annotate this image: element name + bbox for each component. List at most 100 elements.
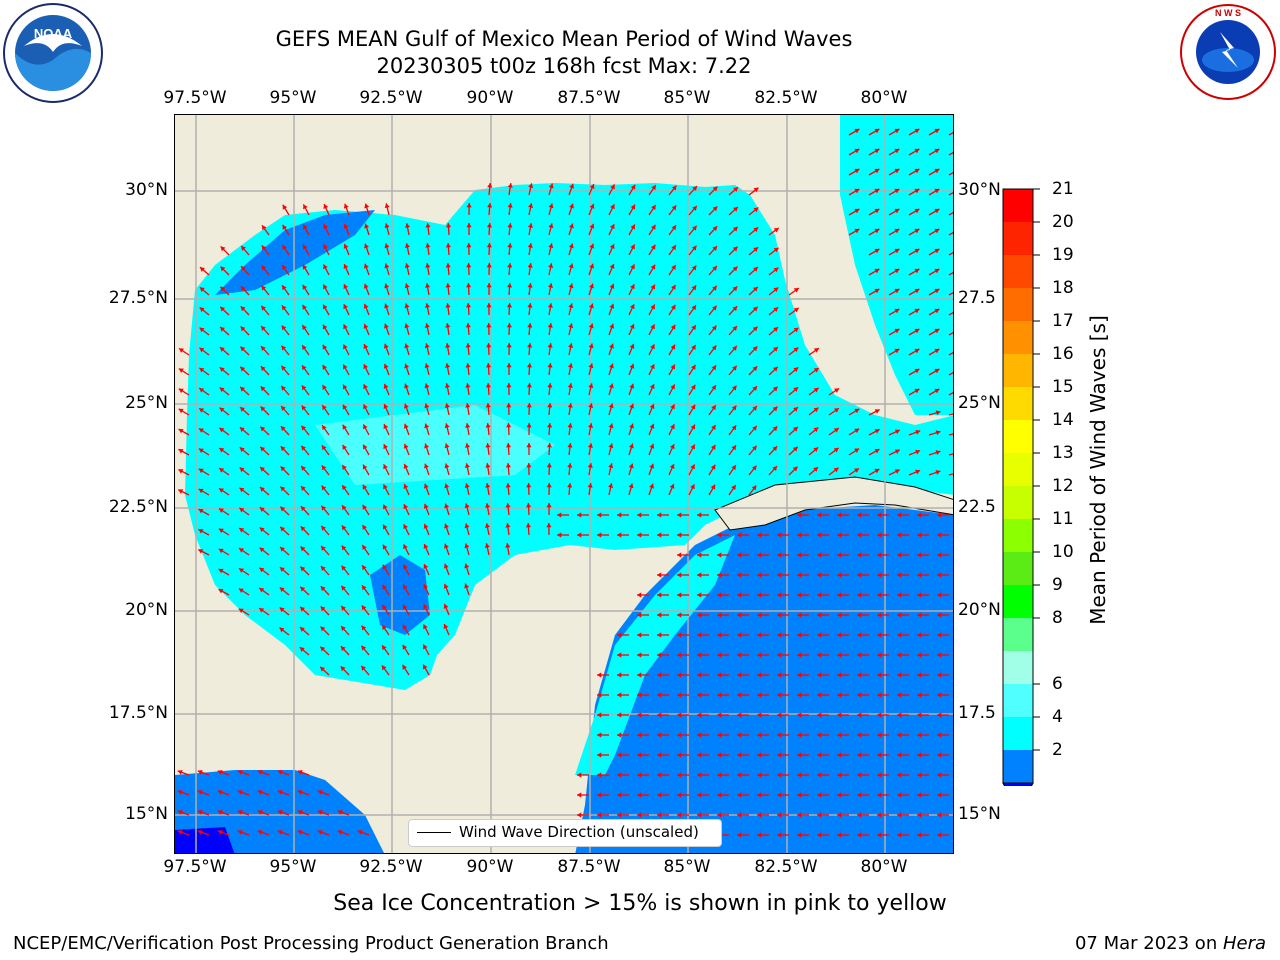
lon-tick-top: 87.5°W bbox=[557, 88, 621, 108]
wave-arrow-head bbox=[597, 812, 602, 818]
wave-arrow-head bbox=[817, 732, 822, 738]
wave-arrow-head bbox=[528, 203, 534, 208]
wave-arrow-head bbox=[322, 344, 328, 350]
wave-arrow-head bbox=[297, 789, 303, 795]
wave-arrow-head bbox=[279, 627, 285, 633]
wave-arrow-head bbox=[220, 286, 226, 292]
wave-arrow-head bbox=[527, 263, 533, 268]
wave-arrow-head bbox=[384, 223, 390, 229]
wave-arrow-head bbox=[464, 503, 470, 509]
colorbar-tick-label: 16 bbox=[1052, 344, 1074, 364]
wave-arrow-head bbox=[697, 812, 702, 818]
wave-arrow-head bbox=[423, 604, 428, 610]
colorbar-segment bbox=[1003, 354, 1033, 388]
wave-arrow-shaft bbox=[948, 453, 953, 456]
wave-arrow-head bbox=[691, 245, 697, 251]
wave-arrow-head bbox=[817, 812, 822, 818]
wave-arrow-shaft bbox=[948, 391, 953, 396]
wave-arrow-head bbox=[218, 528, 224, 534]
wave-arrow-head bbox=[837, 592, 842, 598]
wave-arrow-head bbox=[384, 283, 390, 289]
wave-arrow-head bbox=[506, 323, 512, 328]
wave-arrow-head bbox=[711, 385, 716, 391]
wave-arrow-head bbox=[773, 227, 779, 233]
wave-arrow-head bbox=[317, 789, 323, 795]
wave-arrow-head bbox=[854, 168, 860, 174]
wave-arrow-head bbox=[751, 465, 757, 471]
wave-arrow-head bbox=[239, 447, 245, 453]
wave-arrow-head bbox=[934, 388, 940, 394]
wave-arrow-head bbox=[321, 505, 327, 511]
wave-arrow-head bbox=[403, 504, 409, 510]
wave-arrow-head bbox=[423, 543, 429, 549]
wave-arrow-head bbox=[797, 832, 802, 838]
wave-arrow-head bbox=[857, 792, 862, 798]
wave-arrow-head bbox=[690, 484, 695, 490]
wave-arrow-head bbox=[917, 532, 922, 538]
gulf-water bbox=[185, 183, 953, 690]
wave-arrow-head bbox=[757, 592, 762, 598]
footer-date: 07 Mar 2023 on Hera bbox=[1075, 933, 1266, 954]
wave-arrow-head bbox=[343, 304, 348, 310]
wave-arrow-head bbox=[837, 692, 842, 698]
wave-arrow-head bbox=[362, 545, 367, 551]
wave-arrow-head bbox=[737, 572, 742, 578]
wave-arrow-head bbox=[597, 772, 602, 778]
wave-arrow-head bbox=[717, 712, 722, 718]
wave-arrow-head bbox=[857, 552, 862, 558]
wave-arrow-head bbox=[506, 363, 512, 368]
wave-arrow-shaft bbox=[948, 413, 953, 416]
wave-arrow-head bbox=[383, 504, 388, 510]
wave-arrow-head bbox=[259, 587, 265, 593]
lat-tick-left: 17.5°N bbox=[108, 703, 168, 723]
lat-tick-left: 27.5°N bbox=[108, 288, 168, 308]
wave-arrow-head bbox=[894, 248, 900, 254]
wave-arrow-head bbox=[937, 652, 942, 658]
wave-arrow-head bbox=[587, 483, 593, 488]
wave-arrow-head bbox=[797, 672, 802, 678]
wave-arrow-head bbox=[178, 408, 184, 414]
wave-arrow-head bbox=[239, 467, 245, 473]
wave-arrow-head bbox=[697, 512, 702, 518]
wave-arrow-head bbox=[548, 183, 554, 189]
wave-arrow-head bbox=[671, 225, 677, 231]
wave-arrow-head bbox=[777, 792, 782, 798]
wave-arrow-head bbox=[342, 505, 347, 511]
wave-arrow-head bbox=[597, 712, 602, 718]
colorbar bbox=[1002, 188, 1040, 786]
wave-arrow-head bbox=[877, 532, 882, 538]
wave-arrow-head bbox=[657, 692, 662, 698]
wave-arrow-head bbox=[717, 592, 722, 598]
wave-arrow-head bbox=[894, 429, 900, 435]
wave-arrow-head bbox=[877, 812, 882, 818]
wave-arrow-head bbox=[717, 732, 722, 738]
wave-arrow-head bbox=[657, 632, 662, 638]
footer-credit: NCEP/EMC/Verification Post Processing Pr… bbox=[13, 933, 609, 954]
wave-arrow-head bbox=[259, 527, 265, 533]
wave-arrow-head bbox=[260, 366, 266, 372]
wave-arrow-head bbox=[697, 572, 702, 578]
wave-arrow-head bbox=[363, 283, 369, 289]
wave-arrow-head bbox=[261, 305, 267, 311]
wave-arrow-head bbox=[485, 383, 491, 388]
wave-arrow-head bbox=[877, 612, 882, 618]
wave-arrow-head bbox=[320, 586, 326, 592]
wave-arrow-head bbox=[302, 264, 308, 270]
wave-arrow-shaft bbox=[948, 271, 953, 276]
wave-arrow-head bbox=[239, 528, 245, 533]
colorbar-tick-label: 10 bbox=[1052, 542, 1074, 562]
wave-arrow-head bbox=[731, 365, 737, 371]
wave-arrow-head bbox=[363, 303, 369, 309]
wave-arrow-head bbox=[917, 692, 922, 698]
wave-arrow-head bbox=[342, 485, 347, 491]
svg-text:N W S: N W S bbox=[1215, 8, 1241, 18]
wave-arrow-head bbox=[322, 384, 327, 390]
wave-arrow-head bbox=[569, 203, 574, 209]
wave-arrow-head bbox=[914, 348, 920, 354]
wave-arrow-head bbox=[677, 812, 682, 818]
wave-arrow-head bbox=[797, 552, 802, 558]
wave-arrow-head bbox=[486, 343, 492, 348]
wave-arrow-head bbox=[300, 526, 306, 532]
atlantic-water bbox=[840, 115, 953, 415]
wave-arrow-head bbox=[874, 208, 880, 214]
